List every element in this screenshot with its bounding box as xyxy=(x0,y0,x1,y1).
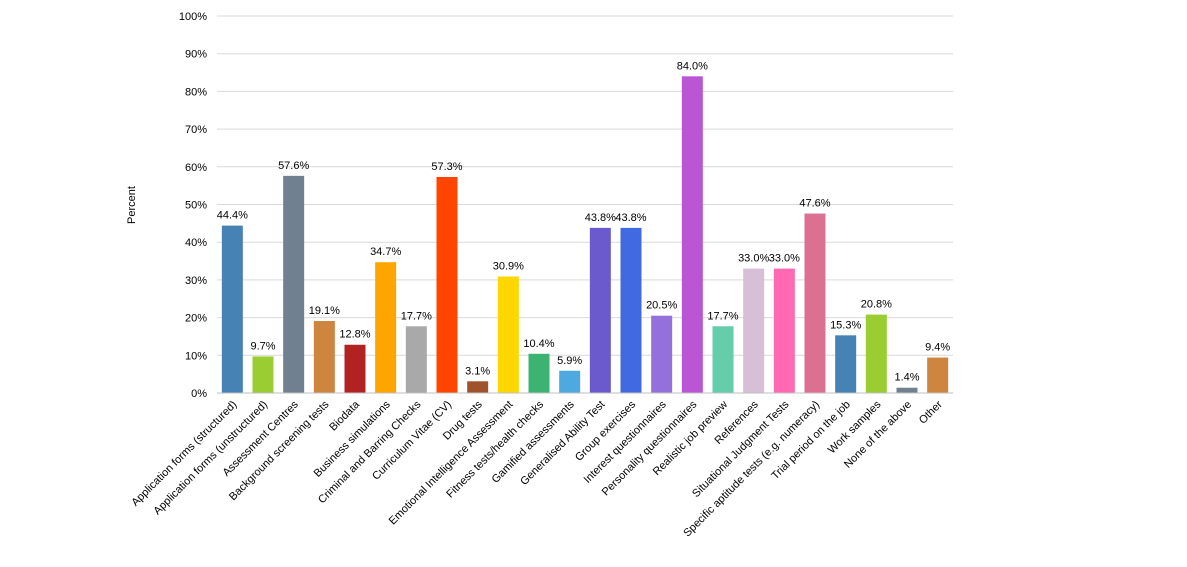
y-tick-label: 30% xyxy=(185,275,207,287)
bar xyxy=(773,268,795,393)
data-label: 10.4% xyxy=(523,338,554,350)
data-label: 3.1% xyxy=(465,365,490,377)
data-label: 5.9% xyxy=(557,355,582,367)
category-labels: Application forms (structured)Applicatio… xyxy=(129,398,945,539)
bar xyxy=(927,357,949,393)
y-tick-label: 40% xyxy=(185,237,207,249)
bar xyxy=(559,370,581,393)
y-tick-label: 60% xyxy=(185,162,207,174)
bar xyxy=(681,76,703,393)
y-tick-label: 20% xyxy=(185,313,207,325)
data-label: 20.5% xyxy=(646,300,677,312)
bar xyxy=(221,225,243,393)
bar xyxy=(405,326,427,393)
data-label: 1.4% xyxy=(894,372,919,384)
y-tick-label: 70% xyxy=(185,124,207,136)
y-tick-label: 90% xyxy=(185,49,207,61)
data-labels: 44.4% 9.7% 57.6% 19.1% 12.8% 34.7% 17.7% 57.3% 3… xyxy=(217,60,951,383)
bar xyxy=(896,387,918,393)
bar xyxy=(589,227,611,393)
bar xyxy=(743,268,765,393)
data-label: 30.9% xyxy=(493,261,524,273)
bar xyxy=(283,175,305,393)
bar xyxy=(804,213,826,393)
data-label: 33.0% xyxy=(769,253,800,265)
bar xyxy=(835,335,857,393)
y-tick-label: 50% xyxy=(185,200,207,212)
x-tick-label: Other xyxy=(917,398,945,426)
data-label: 9.4% xyxy=(925,342,950,354)
data-label: 44.4% xyxy=(217,210,248,222)
data-label: 84.0% xyxy=(677,60,708,72)
y-axis-label: Percent xyxy=(126,186,138,224)
bar xyxy=(467,381,489,393)
data-label: 15.3% xyxy=(830,319,861,331)
bar xyxy=(497,276,519,393)
bar xyxy=(651,315,673,393)
data-label: 17.7% xyxy=(401,310,432,322)
y-tick-label: 0% xyxy=(191,388,207,400)
y-tick-label: 10% xyxy=(185,350,207,362)
data-label: 43.8% xyxy=(585,212,616,224)
data-label: 12.8% xyxy=(339,329,370,341)
x-tick-label: Application forms (unstructured) xyxy=(151,399,270,518)
bar xyxy=(375,262,397,393)
data-label: 43.8% xyxy=(615,212,646,224)
bar xyxy=(344,344,366,393)
y-axis-ticks: 0% 10% 20% 30% 40% 50% 60% 70% 80% 90% 100% xyxy=(179,11,207,400)
data-label: 33.0% xyxy=(738,253,769,265)
bar xyxy=(252,356,274,393)
data-label: 34.7% xyxy=(370,246,401,258)
data-label: 17.7% xyxy=(707,310,738,322)
bar xyxy=(436,176,458,393)
bar xyxy=(528,353,550,393)
bar xyxy=(712,326,734,393)
bars xyxy=(221,76,949,393)
x-tick-label: Work samples xyxy=(826,398,884,456)
data-label: 57.6% xyxy=(278,160,309,172)
y-tick-label: 100% xyxy=(179,11,207,23)
gridlines xyxy=(217,15,953,356)
data-label: 19.1% xyxy=(309,305,340,317)
bar xyxy=(620,227,642,393)
y-tick-label: 80% xyxy=(185,86,207,98)
bar xyxy=(865,314,887,393)
bar xyxy=(313,320,335,393)
data-label: 20.8% xyxy=(861,299,892,311)
data-label: 47.6% xyxy=(799,198,830,210)
data-label: 57.3% xyxy=(431,161,462,173)
data-label: 9.7% xyxy=(250,340,275,352)
